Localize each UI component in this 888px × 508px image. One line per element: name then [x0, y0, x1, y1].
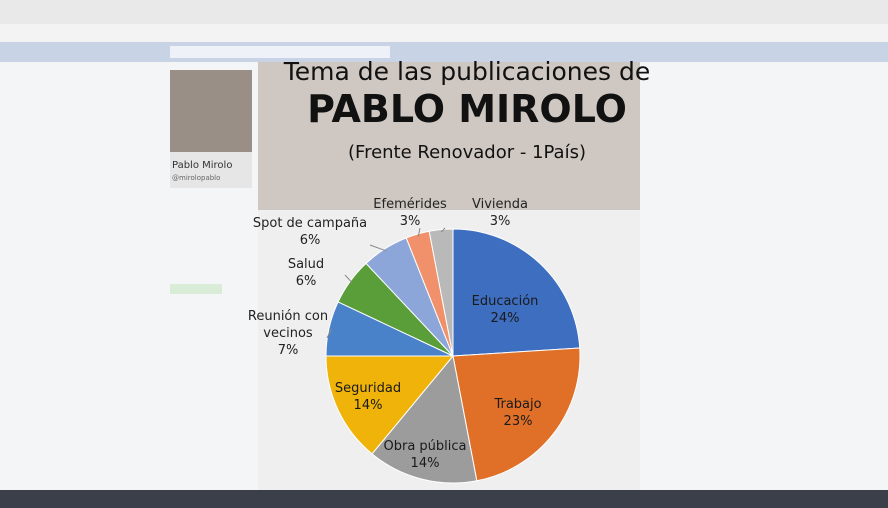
slice-value: 7%: [277, 343, 299, 358]
pie-slice: [452, 347, 581, 482]
chart-title: Tema de las publicaciones de: [283, 57, 650, 86]
profile-photo: [170, 70, 252, 152]
leader-line: [417, 227, 421, 237]
taskbar: [0, 490, 888, 508]
chart-subtitle: PABLO MIROLO: [307, 87, 627, 131]
search-box: [170, 46, 390, 58]
slice-label: Seguridad: [334, 381, 402, 396]
slice-value: 24%: [490, 311, 520, 326]
slice-label: Obra pública: [383, 439, 467, 454]
pie-slice: [371, 354, 478, 484]
browser-tabs: [0, 0, 888, 24]
profile-handle: @mirolopablo: [172, 174, 220, 182]
chart-annotation: (Frente Renovador - 1País): [348, 142, 586, 163]
slice-value: 6%: [295, 274, 317, 289]
slice-value: 3%: [399, 214, 421, 229]
leader-line: [440, 227, 446, 233]
slice-label: Educación: [471, 294, 539, 309]
button: [170, 284, 222, 294]
pie-slice: [428, 228, 454, 357]
slice-value: 23%: [503, 414, 533, 429]
slice-label: Efemérides: [373, 197, 447, 212]
slice-label: Vivienda: [472, 197, 528, 212]
pie-slice: [452, 228, 581, 357]
slice-label: Reunión con vecinos: [247, 309, 329, 341]
slice-value: 14%: [353, 398, 383, 413]
slice-value: 6%: [299, 233, 321, 248]
leader-line: [344, 274, 353, 284]
slice-value: 3%: [489, 214, 511, 229]
slice-label: Salud: [287, 257, 325, 272]
profile-card: [170, 152, 252, 188]
profile-name: Pablo Mirolo: [172, 160, 232, 171]
address-bar: [0, 24, 888, 42]
cover-photo: [258, 62, 640, 210]
slice-label: Trabajo: [494, 397, 542, 412]
leader-line: [326, 328, 332, 339]
leader-line: [369, 244, 387, 252]
slice-value: 14%: [410, 456, 440, 471]
pie-slice: [325, 355, 455, 455]
slice-label: Spot de campaña: [252, 216, 368, 231]
